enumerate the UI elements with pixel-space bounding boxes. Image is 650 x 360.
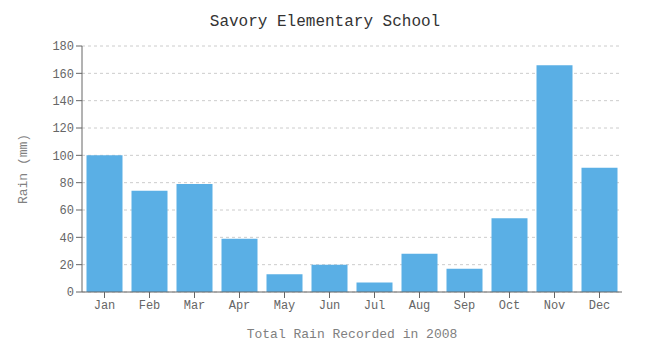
svg-text:Rain (mm): Rain (mm) <box>16 134 31 204</box>
svg-text:0: 0 <box>67 286 74 300</box>
svg-text:40: 40 <box>60 232 74 246</box>
html-text:Savory Elementary School: Savory Elementary School <box>209 13 441 31</box>
svg-text:120: 120 <box>52 122 74 136</box>
svg-text:Feb: Feb <box>139 299 161 313</box>
svg-text:140: 140 <box>52 95 74 109</box>
svg-text:Apr: Apr <box>229 299 251 313</box>
svg-text:Sep: Sep <box>454 299 476 313</box>
svg-text:Jan: Jan <box>94 299 116 313</box>
svg-text:Jul: Jul <box>364 299 386 313</box>
svg-text:Dec: Dec <box>589 299 611 313</box>
svg-text:80: 80 <box>60 177 74 191</box>
svg-text:Total Rain Recorded in 2008: Total Rain Recorded in 2008 <box>247 327 458 342</box>
svg-text:Aug: Aug <box>409 299 431 313</box>
svg-text:Mar: Mar <box>184 299 206 313</box>
svg-text:100: 100 <box>52 150 74 164</box>
svg-text:Jun: Jun <box>319 299 341 313</box>
svg-text:May: May <box>274 299 296 313</box>
svg-text:160: 160 <box>52 68 74 82</box>
svg-text:20: 20 <box>60 259 74 273</box>
svg-text:Oct: Oct <box>499 299 521 313</box>
svg-text:60: 60 <box>60 204 74 218</box>
svg-text:Nov: Nov <box>544 299 566 313</box>
svg-text:180: 180 <box>52 40 74 54</box>
